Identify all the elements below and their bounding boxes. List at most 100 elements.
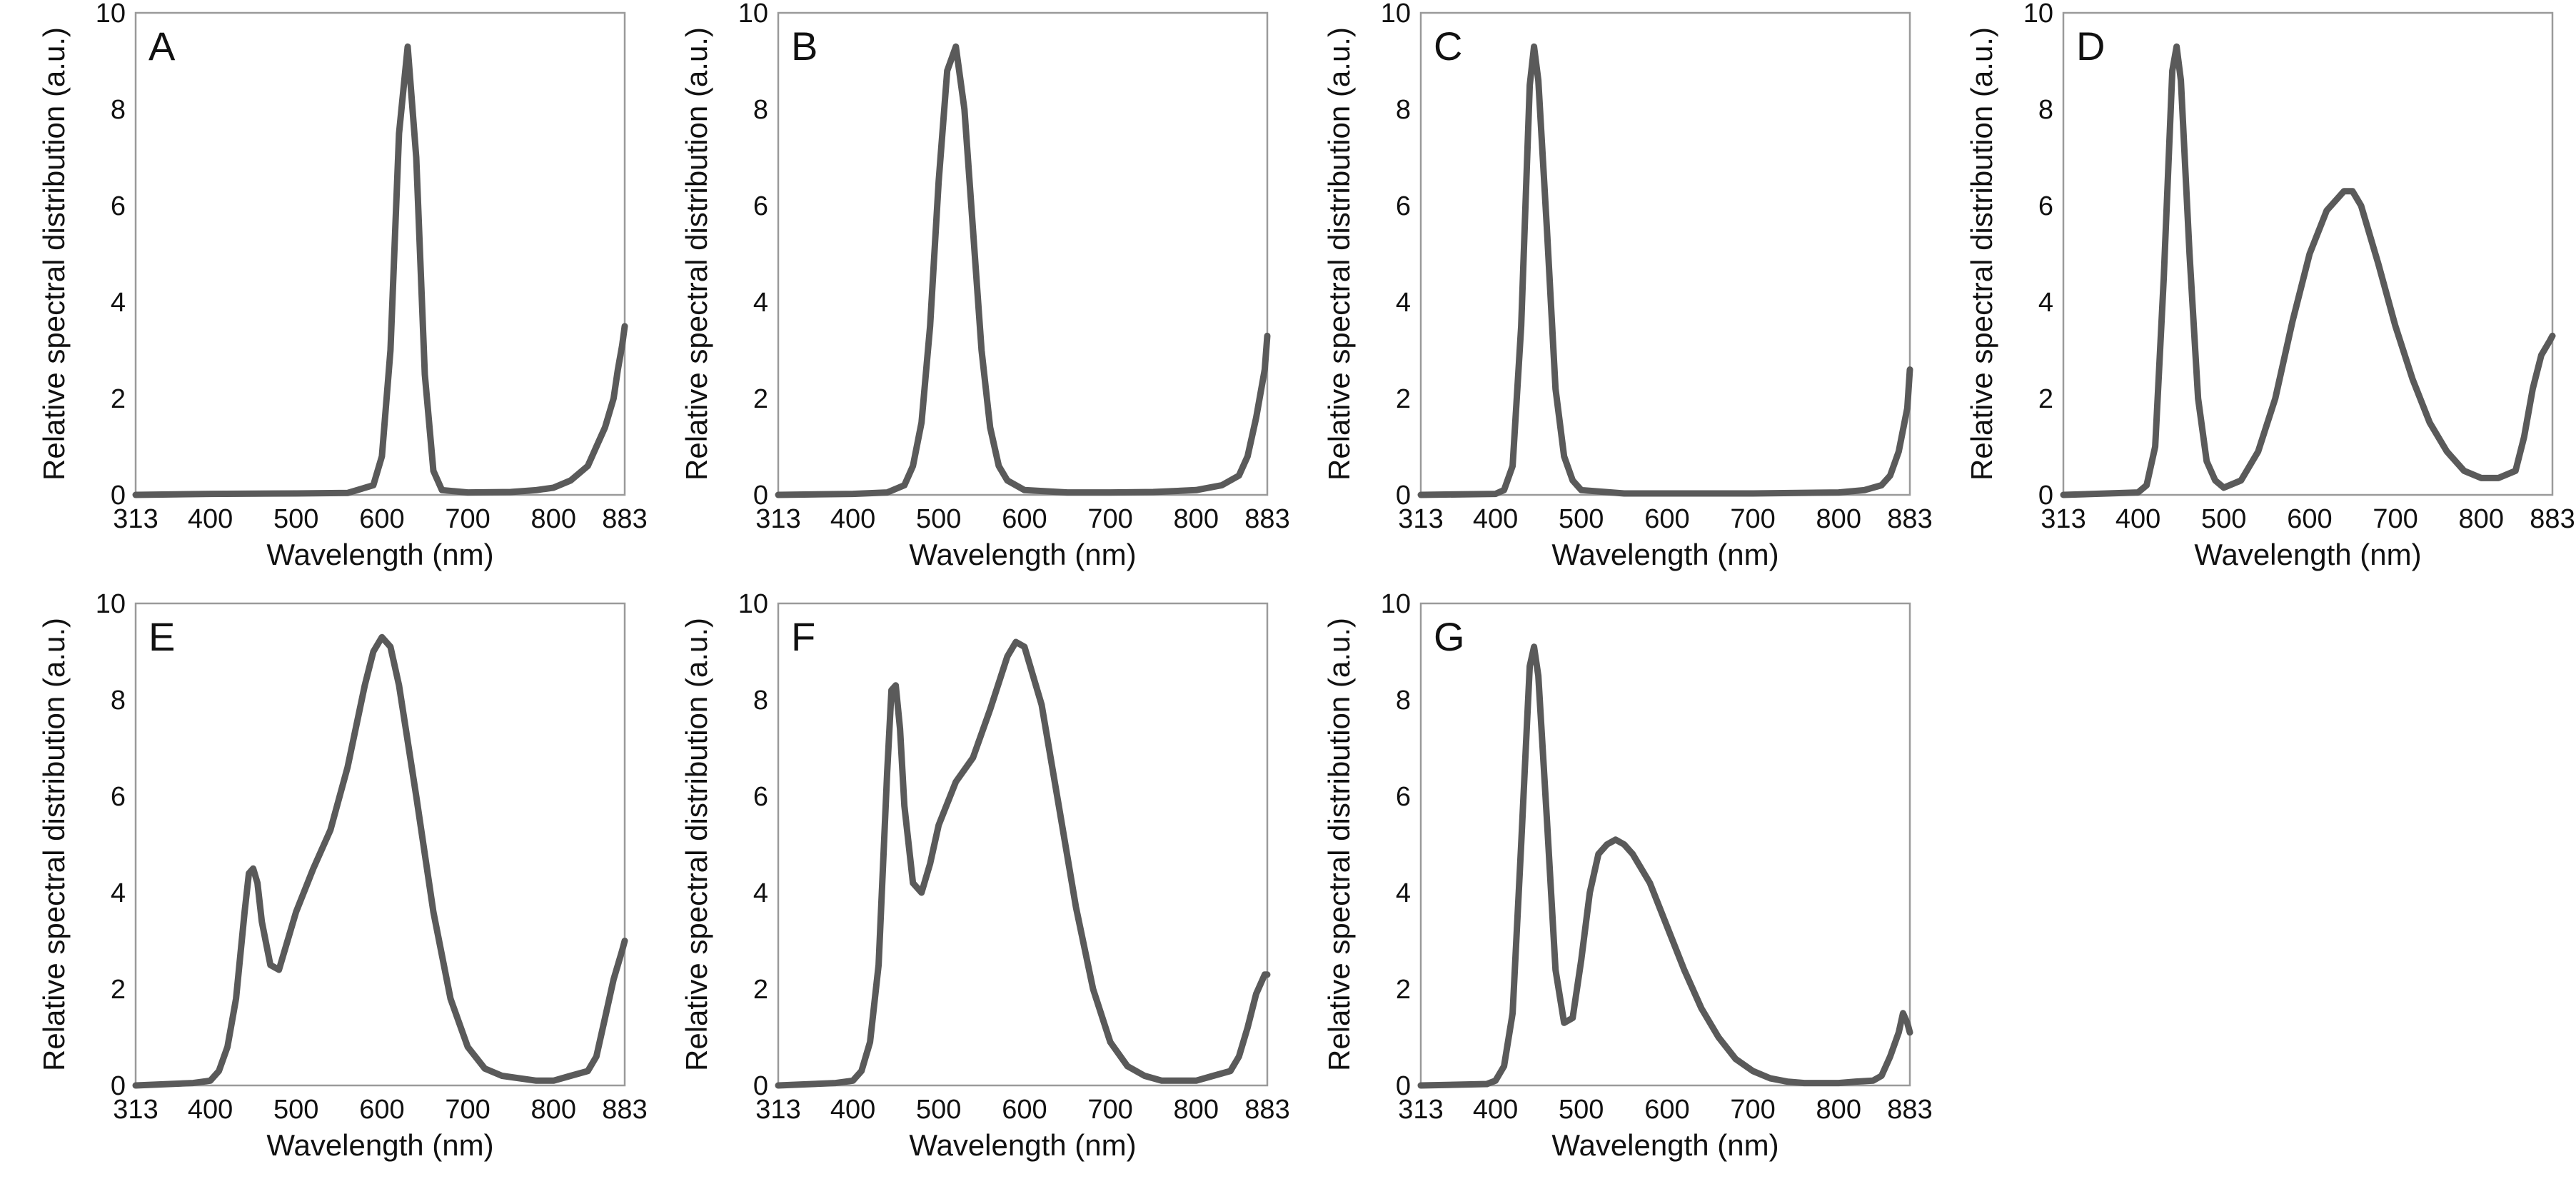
y-tick-label: 8 — [111, 95, 126, 125]
x-tick-label: 313 — [113, 1095, 158, 1125]
panel-letter: A — [149, 24, 176, 69]
x-tick-label: 400 — [1473, 504, 1518, 534]
panel-letter: G — [1434, 614, 1465, 659]
x-tick-label: 400 — [188, 504, 233, 534]
x-tick-label: 600 — [359, 504, 404, 534]
x-tick-label: 600 — [1644, 1095, 1689, 1125]
y-tick-label: 0 — [1396, 481, 1411, 511]
x-tick-label: 313 — [2041, 504, 2086, 534]
x-tick-label: 600 — [1002, 1095, 1047, 1125]
y-tick-label: 2 — [111, 384, 126, 414]
y-tick-label: 6 — [111, 782, 126, 812]
y-tick-label: 0 — [111, 1071, 126, 1101]
y-tick-label: 0 — [753, 1071, 768, 1101]
x-tick-label: 313 — [113, 504, 158, 534]
panel-c: 0 2 4 6 8 10 313 400 500 600 700 800 883 Wavelength (… — [1322, 0, 1933, 571]
x-tick-label: 883 — [602, 1095, 647, 1125]
y-axis-label: Relative spectral distribution (a.u.) — [680, 27, 713, 481]
x-tick-label: 600 — [1644, 504, 1689, 534]
plot-frame — [1419, 11, 1911, 496]
x-axis-label: Wavelength (nm) — [2194, 538, 2421, 571]
y-tick-label: 2 — [1396, 975, 1411, 1005]
x-tick-label: 800 — [1174, 1095, 1219, 1125]
plot-frame — [1419, 602, 1911, 1087]
x-tick-label: 313 — [1398, 1095, 1443, 1125]
y-tick-label: 8 — [1396, 686, 1411, 716]
x-tick-label: 500 — [1559, 1095, 1604, 1125]
panel-letter: E — [149, 614, 175, 659]
y-tick-label: 4 — [753, 878, 768, 908]
panel-letter: C — [1434, 24, 1462, 69]
y-tick-label: 0 — [111, 481, 126, 511]
x-axis-label: Wavelength (nm) — [1551, 1128, 1778, 1162]
x-axis-label: Wavelength (nm) — [266, 1128, 493, 1162]
x-tick-label: 500 — [1559, 504, 1604, 534]
panel-letter: D — [2076, 24, 2105, 69]
panel-e: 0 2 4 6 8 10 313 400 500 600 700 800 883 Wavelength (… — [37, 589, 648, 1162]
x-tick-label: 700 — [1087, 504, 1132, 534]
plot-frame — [777, 602, 1269, 1087]
y-tick-label: 4 — [753, 288, 768, 318]
y-tick-label: 2 — [1396, 384, 1411, 414]
panel-b: 0 2 4 6 8 10 313 400 500 600 700 800 883 Wavelength (… — [680, 0, 1290, 571]
x-tick-label: 400 — [188, 1095, 233, 1125]
plot-frame — [2062, 11, 2554, 496]
panel-letter: B — [791, 24, 817, 69]
x-axis-label: Wavelength (nm) — [909, 1128, 1136, 1162]
y-tick-label: 10 — [96, 0, 126, 29]
spectrum-line-c — [1417, 43, 1913, 498]
y-axis-label: Relative spectral distribution (a.u.) — [1965, 27, 1998, 481]
x-tick-label: 700 — [445, 504, 490, 534]
y-tick-label: 4 — [1396, 288, 1411, 318]
x-tick-label: 883 — [1887, 504, 1932, 534]
x-tick-label: 400 — [830, 1095, 875, 1125]
x-tick-label: 800 — [531, 504, 576, 534]
y-tick-label: 10 — [1381, 589, 1411, 619]
y-tick-label: 6 — [1396, 191, 1411, 221]
panel-f: 0 2 4 6 8 10 313 400 500 600 700 800 883 Wavelength (… — [680, 589, 1290, 1162]
y-tick-label: 0 — [753, 481, 768, 511]
y-tick-label: 4 — [111, 878, 126, 908]
y-tick-label: 10 — [1381, 0, 1411, 29]
x-tick-label: 700 — [2373, 504, 2417, 534]
x-tick-label: 800 — [531, 1095, 576, 1125]
x-tick-label: 800 — [1816, 504, 1861, 534]
x-tick-label: 313 — [1398, 504, 1443, 534]
x-tick-label: 883 — [1887, 1095, 1932, 1125]
x-tick-label: 883 — [2530, 504, 2575, 534]
plot-frame — [134, 11, 626, 496]
x-tick-label: 600 — [359, 1095, 404, 1125]
x-tick-label: 883 — [1244, 1095, 1289, 1125]
x-tick-label: 800 — [1174, 504, 1219, 534]
x-tick-label: 500 — [273, 1095, 318, 1125]
panel-g: 0 2 4 6 8 10 313 400 500 600 700 800 883 Wavelength (… — [1322, 589, 1933, 1162]
x-tick-label: 883 — [602, 504, 647, 534]
x-tick-label: 600 — [2287, 504, 2332, 534]
x-tick-label: 313 — [755, 504, 800, 534]
y-tick-label: 6 — [2038, 191, 2053, 221]
y-tick-label: 2 — [111, 975, 126, 1005]
y-tick-label: 2 — [753, 975, 768, 1005]
x-axis-label: Wavelength (nm) — [909, 538, 1136, 571]
y-tick-label: 2 — [2038, 384, 2053, 414]
y-tick-label: 4 — [1396, 878, 1411, 908]
x-tick-label: 700 — [445, 1095, 490, 1125]
x-tick-label: 600 — [1002, 504, 1047, 534]
y-tick-label: 8 — [111, 686, 126, 716]
x-axis-label: Wavelength (nm) — [1551, 538, 1778, 571]
x-tick-label: 883 — [1244, 504, 1289, 534]
x-tick-label: 500 — [916, 504, 961, 534]
y-tick-label: 6 — [753, 191, 768, 221]
spectrum-line-d — [2060, 43, 2556, 498]
spectrum-line-b — [775, 43, 1271, 498]
y-tick-label: 6 — [753, 782, 768, 812]
panel-d: 0 2 4 6 8 10 313 400 500 600 700 800 883 Wavelength (… — [1965, 0, 2575, 571]
panel-letter: F — [791, 614, 815, 659]
x-tick-label: 800 — [1816, 1095, 1861, 1125]
y-tick-label: 4 — [111, 288, 126, 318]
y-tick-label: 8 — [2038, 95, 2053, 125]
panel-a: 0 2 4 6 8 10 313 400 500 600 700 800 883 Wavelength (… — [37, 0, 648, 571]
y-axis-label: Relative spectral distribution (a.u.) — [37, 618, 71, 1071]
x-tick-label: 700 — [1087, 1095, 1132, 1125]
